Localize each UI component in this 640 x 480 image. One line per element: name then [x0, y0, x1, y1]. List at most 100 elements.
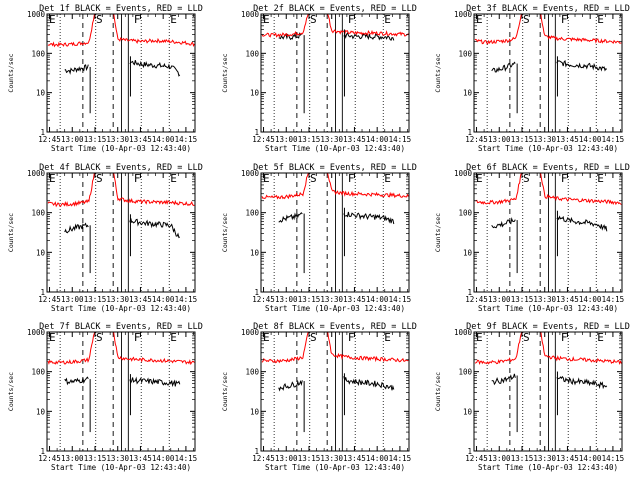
y-tick-label: 100	[31, 368, 45, 377]
events-series-line	[64, 222, 89, 234]
y-tick-label: 1	[40, 128, 45, 137]
marker-label-e: E	[384, 172, 391, 185]
y-tick-label: 1	[40, 447, 45, 456]
panel-title: Det 3f BLACK = Events, RED = LLD	[466, 4, 630, 14]
events-series-line	[491, 373, 516, 386]
x-tick-label: 14:15	[389, 135, 412, 144]
marker-label-e: E	[49, 13, 56, 26]
y-axis-label: Counts/sec	[434, 372, 442, 411]
marker-label-f: F	[134, 331, 141, 344]
x-axis-label: Start Time (10-Apr-03 12:43:40)	[265, 463, 405, 472]
y-tick-label: 1000	[454, 169, 473, 178]
y-axis-label: Counts/sec	[7, 213, 15, 252]
marker-label-s: S	[310, 13, 317, 26]
x-tick-label: 13:15	[84, 454, 107, 463]
marker-label-e: E	[597, 331, 604, 344]
x-axis-label: Start Time (10-Apr-03 12:43:40)	[478, 144, 618, 153]
panel-frame	[46, 172, 196, 293]
y-tick-label: 1	[467, 288, 472, 297]
marker-label-e: E	[170, 172, 177, 185]
panel-frame	[260, 172, 410, 293]
y-axis-label: Counts/sec	[221, 372, 229, 411]
lld-series-line	[474, 14, 622, 45]
y-tick-label: 1000	[454, 10, 473, 19]
y-tick-label: 100	[458, 209, 472, 218]
panel-data	[474, 173, 622, 274]
x-tick-label: 12:45	[465, 295, 488, 304]
y-tick-label: 10	[36, 89, 46, 98]
x-tick-label: 13:15	[511, 454, 534, 463]
x-tick-label: 13:00	[488, 135, 511, 144]
marker-label-e: E	[263, 172, 270, 185]
marker-label-s: S	[523, 172, 530, 185]
panel-data	[47, 332, 195, 433]
x-tick-label: 14:00	[579, 454, 602, 463]
y-tick-label: 1	[254, 288, 259, 297]
x-axis-label: Start Time (10-Apr-03 12:43:40)	[51, 463, 191, 472]
x-tick-label: 13:00	[275, 454, 298, 463]
y-axis-label: Counts/sec	[434, 213, 442, 252]
marker-label-f: F	[561, 172, 568, 185]
x-tick-label: 13:15	[298, 135, 321, 144]
x-tick-label: 14:00	[152, 454, 175, 463]
events-series-line	[129, 218, 181, 239]
x-tick-label: 13:45	[343, 295, 366, 304]
x-tick-label: 14:15	[175, 295, 198, 304]
panel-title: Det 2f BLACK = Events, RED = LLD	[253, 4, 417, 14]
panel-title: Det 1f BLACK = Events, RED = LLD	[39, 4, 203, 14]
y-tick-label: 10	[36, 407, 46, 416]
marker-label-f: F	[134, 172, 141, 185]
x-axis-label: Start Time (10-Apr-03 12:43:40)	[478, 463, 618, 472]
y-tick-label: 100	[31, 209, 45, 218]
x-tick-label: 13:30	[106, 295, 129, 304]
panel-frame	[473, 13, 623, 133]
y-tick-label: 100	[245, 209, 259, 218]
x-axis-label: Start Time (10-Apr-03 12:43:40)	[51, 144, 191, 153]
x-tick-label: 13:45	[556, 135, 579, 144]
y-axis-label: Counts/sec	[7, 53, 15, 92]
x-tick-label: 13:15	[511, 295, 534, 304]
x-tick-label: 13:45	[556, 295, 579, 304]
x-tick-label: 14:15	[602, 454, 625, 463]
y-tick-label: 10	[463, 248, 473, 257]
x-tick-label: 13:45	[556, 454, 579, 463]
x-tick-label: 12:45	[252, 454, 275, 463]
events-series-line	[491, 61, 516, 73]
marker-label-s: S	[523, 13, 530, 26]
x-tick-label: 14:00	[366, 295, 389, 304]
marker-label-e: E	[597, 13, 604, 26]
y-tick-label: 10	[250, 248, 260, 257]
marker-label-e: E	[49, 172, 56, 185]
x-tick-label: 14:00	[152, 135, 175, 144]
x-tick-label: 13:00	[275, 295, 298, 304]
events-series-line	[64, 64, 89, 75]
marker-label-f: F	[348, 172, 355, 185]
panel-frame	[473, 331, 623, 452]
x-tick-label: 13:45	[129, 454, 152, 463]
x-tick-label: 13:15	[84, 295, 107, 304]
x-tick-label: 13:00	[488, 295, 511, 304]
y-tick-label: 1000	[241, 169, 260, 178]
x-axis-label: Start Time (10-Apr-03 12:43:40)	[265, 144, 405, 153]
marker-label-e: E	[384, 13, 391, 26]
x-tick-label: 12:45	[38, 454, 61, 463]
marker-label-e: E	[263, 331, 270, 344]
marker-label-s: S	[310, 331, 317, 344]
x-tick-label: 13:45	[343, 135, 366, 144]
y-tick-label: 100	[245, 49, 259, 58]
y-tick-label: 1000	[27, 169, 46, 178]
x-tick-label: 13:30	[106, 135, 129, 144]
events-series-line	[64, 376, 89, 386]
x-tick-label: 12:45	[252, 295, 275, 304]
x-axis-label: Start Time (10-Apr-03 12:43:40)	[51, 304, 191, 313]
panel-frame	[473, 172, 623, 293]
x-tick-label: 13:00	[61, 454, 84, 463]
y-tick-label: 1000	[241, 10, 260, 19]
events-series-line	[556, 215, 608, 232]
x-tick-label: 13:15	[511, 135, 534, 144]
panel-title: Det 9f BLACK = Events, RED = LLD	[466, 322, 630, 332]
x-tick-label: 14:00	[152, 295, 175, 304]
